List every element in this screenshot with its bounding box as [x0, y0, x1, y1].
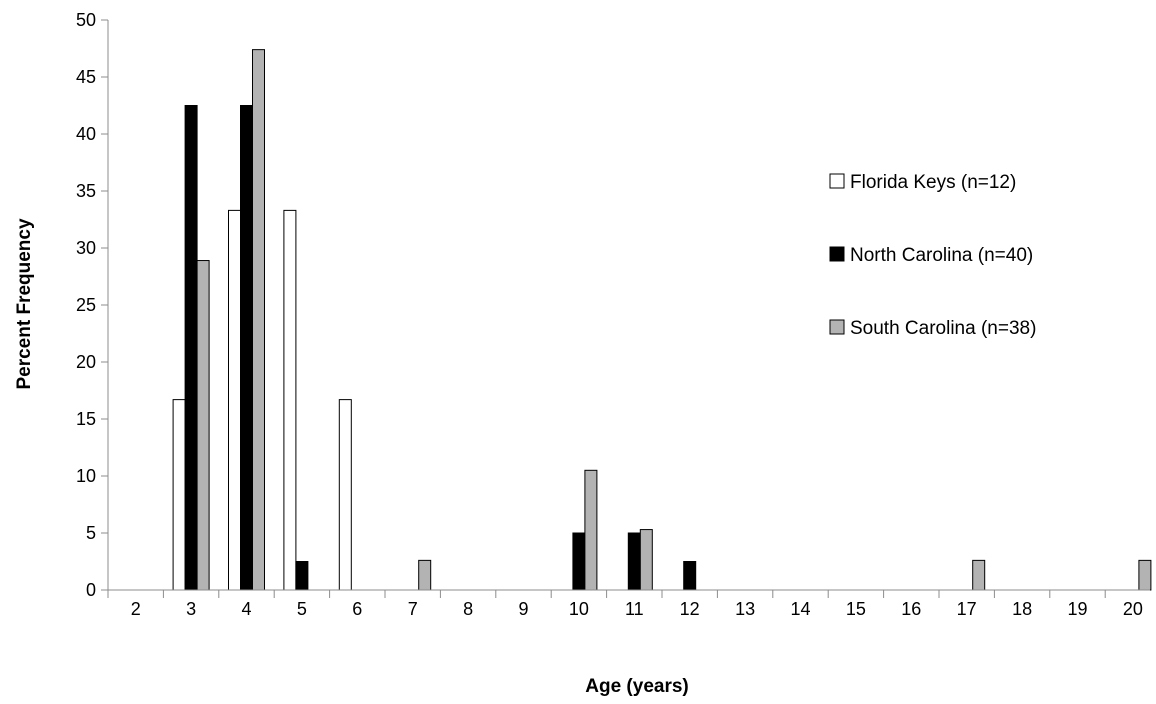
bar-florida-keys	[228, 209, 241, 591]
x-tick-label: 12	[680, 599, 700, 619]
legend-swatch-north-carolina	[829, 246, 845, 262]
bar-south-carolina	[252, 49, 265, 591]
y-tick-label: 5	[86, 523, 96, 543]
x-tick-label: 3	[186, 599, 196, 619]
x-tick-label: 9	[518, 599, 528, 619]
y-tick-label: 35	[76, 181, 96, 201]
y-tick-label: 15	[76, 409, 96, 429]
bar-south-carolina	[584, 469, 598, 591]
x-tick-label: 17	[957, 599, 977, 619]
y-tick-label: 25	[76, 295, 96, 315]
x-tick-label: 6	[352, 599, 362, 619]
x-tick-label: 8	[463, 599, 473, 619]
x-tick-label: 4	[241, 599, 251, 619]
legend-label-south-carolina: South Carolina (n=38)	[850, 318, 1036, 339]
bar-north-carolina	[683, 561, 697, 591]
y-tick-label: 50	[76, 10, 96, 30]
x-tick-label: 13	[735, 599, 755, 619]
x-tick-label: 5	[297, 599, 307, 619]
bar-north-carolina	[295, 561, 309, 591]
legend-item-north-carolina: North Carolina (n=40)	[829, 245, 1033, 266]
bar-south-carolina	[1138, 559, 1152, 591]
bar-south-carolina	[418, 559, 432, 591]
x-tick-label: 10	[569, 599, 589, 619]
legend-label-florida-keys: Florida Keys (n=12)	[850, 172, 1016, 193]
y-tick-label: 20	[76, 352, 96, 372]
bar-north-carolina	[240, 105, 253, 591]
bar-north-carolina	[627, 532, 641, 591]
bar-south-carolina	[196, 260, 210, 591]
bar-florida-keys	[283, 209, 297, 591]
legend-swatch-south-carolina	[829, 319, 845, 335]
legend-label-north-carolina: North Carolina (n=40)	[850, 245, 1033, 266]
legend-item-florida-keys: Florida Keys (n=12)	[829, 172, 1016, 193]
x-axis-ticks: 2 3 4 5 6 7 8 9 10 11 12 13 14 15 16 17 18 19 20	[107, 590, 1143, 619]
x-tick-label: 15	[846, 599, 866, 619]
bar-north-carolina	[572, 532, 586, 591]
axes	[107, 20, 1150, 591]
x-tick-label: 19	[1067, 599, 1087, 619]
x-tick-label: 20	[1123, 599, 1143, 619]
bar-florida-keys	[338, 399, 352, 591]
y-axis-ticks: 0 5 10 15 20 25 30 35 40 45 50	[76, 10, 108, 600]
legend-item-south-carolina: South Carolina (n=38)	[829, 318, 1036, 339]
bar-north-carolina	[184, 105, 198, 591]
bar-south-carolina	[639, 529, 653, 591]
legend: Florida Keys (n=12) North Carolina (n=40…	[829, 172, 1036, 339]
y-tick-label: 40	[76, 124, 96, 144]
bar-south-carolina	[972, 559, 986, 591]
x-tick-label: 2	[131, 599, 141, 619]
y-tick-label: 0	[86, 580, 96, 600]
y-tick-label: 30	[76, 238, 96, 258]
bar-florida-keys	[172, 399, 186, 591]
x-tick-label: 14	[790, 599, 810, 619]
x-axis-title: Age (years)	[585, 676, 689, 697]
y-tick-label: 45	[76, 67, 96, 87]
x-tick-label: 7	[408, 599, 418, 619]
y-axis-title: Percent Frequency	[14, 218, 35, 389]
x-tick-label: 11	[625, 599, 644, 619]
y-tick-label: 10	[76, 466, 96, 486]
legend-swatch-florida-keys	[829, 173, 845, 189]
x-tick-label: 18	[1012, 599, 1032, 619]
x-tick-label: 16	[901, 599, 921, 619]
